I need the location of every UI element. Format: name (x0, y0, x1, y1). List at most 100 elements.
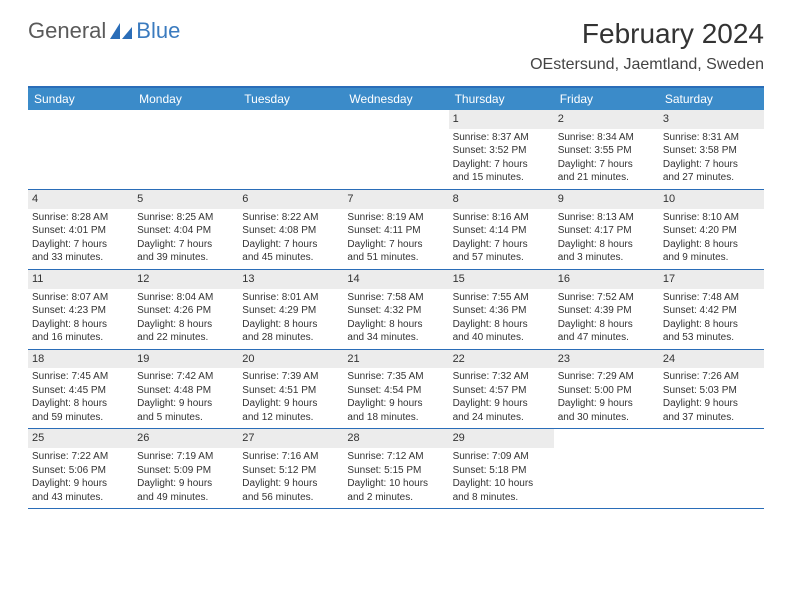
sunset-text: Sunset: 4:45 PM (32, 384, 129, 398)
sunrise-text: Sunrise: 8:34 AM (558, 131, 655, 145)
logo: General Blue (28, 18, 180, 44)
daylight-line1: Daylight: 9 hours (242, 477, 339, 491)
sunrise-text: Sunrise: 8:10 AM (663, 211, 760, 225)
calendar-day: 22Sunrise: 7:32 AMSunset: 4:57 PMDayligh… (449, 350, 554, 429)
calendar: SundayMondayTuesdayWednesdayThursdayFrid… (28, 86, 764, 509)
calendar-day (343, 110, 448, 189)
day-number: 29 (449, 429, 554, 448)
day-number: 20 (238, 350, 343, 369)
daylight-line2: and 16 minutes. (32, 331, 129, 345)
day-number: 16 (554, 270, 659, 289)
calendar-header-row: SundayMondayTuesdayWednesdayThursdayFrid… (28, 88, 764, 110)
daylight-line2: and 22 minutes. (137, 331, 234, 345)
calendar-day: 12Sunrise: 8:04 AMSunset: 4:26 PMDayligh… (133, 270, 238, 349)
daylight-line2: and 30 minutes. (558, 411, 655, 425)
calendar-day: 14Sunrise: 7:58 AMSunset: 4:32 PMDayligh… (343, 270, 448, 349)
sunrise-text: Sunrise: 7:16 AM (242, 450, 339, 464)
day-number: 8 (449, 190, 554, 209)
daylight-line1: Daylight: 7 hours (663, 158, 760, 172)
title-block: February 2024 OEstersund, Jaemtland, Swe… (530, 18, 764, 74)
weekday-header: Saturday (659, 88, 764, 110)
day-info: Sunrise: 8:01 AMSunset: 4:29 PMDaylight:… (238, 291, 343, 349)
sunset-text: Sunset: 4:08 PM (242, 224, 339, 238)
day-number: 11 (28, 270, 133, 289)
daylight-line1: Daylight: 8 hours (453, 318, 550, 332)
sunrise-text: Sunrise: 8:13 AM (558, 211, 655, 225)
calendar-body: 1Sunrise: 8:37 AMSunset: 3:52 PMDaylight… (28, 110, 764, 509)
sunset-text: Sunset: 4:32 PM (347, 304, 444, 318)
day-info: Sunrise: 7:29 AMSunset: 5:00 PMDaylight:… (554, 370, 659, 428)
calendar-day: 21Sunrise: 7:35 AMSunset: 4:54 PMDayligh… (343, 350, 448, 429)
daylight-line1: Daylight: 7 hours (32, 238, 129, 252)
daylight-line1: Daylight: 7 hours (558, 158, 655, 172)
day-number: 28 (343, 429, 448, 448)
page-header: General Blue February 2024 OEstersund, J… (28, 18, 764, 74)
sunset-text: Sunset: 4:26 PM (137, 304, 234, 318)
daylight-line1: Daylight: 8 hours (32, 397, 129, 411)
sunset-text: Sunset: 5:03 PM (663, 384, 760, 398)
sunset-text: Sunset: 4:29 PM (242, 304, 339, 318)
day-number: 1 (449, 110, 554, 129)
day-info: Sunrise: 8:07 AMSunset: 4:23 PMDaylight:… (28, 291, 133, 349)
sunset-text: Sunset: 5:00 PM (558, 384, 655, 398)
daylight-line2: and 59 minutes. (32, 411, 129, 425)
calendar-day: 3Sunrise: 8:31 AMSunset: 3:58 PMDaylight… (659, 110, 764, 189)
day-number: 7 (343, 190, 448, 209)
calendar-day: 25Sunrise: 7:22 AMSunset: 5:06 PMDayligh… (28, 429, 133, 508)
sunrise-text: Sunrise: 8:22 AM (242, 211, 339, 225)
sunset-text: Sunset: 5:09 PM (137, 464, 234, 478)
daylight-line2: and 45 minutes. (242, 251, 339, 265)
logo-text-general: General (28, 18, 106, 44)
day-info: Sunrise: 7:55 AMSunset: 4:36 PMDaylight:… (449, 291, 554, 349)
daylight-line2: and 51 minutes. (347, 251, 444, 265)
day-info: Sunrise: 8:16 AMSunset: 4:14 PMDaylight:… (449, 211, 554, 269)
daylight-line1: Daylight: 8 hours (347, 318, 444, 332)
sunrise-text: Sunrise: 7:26 AM (663, 370, 760, 384)
day-number: 9 (554, 190, 659, 209)
daylight-line2: and 27 minutes. (663, 171, 760, 185)
daylight-line2: and 12 minutes. (242, 411, 339, 425)
sunrise-text: Sunrise: 8:19 AM (347, 211, 444, 225)
calendar-day: 23Sunrise: 7:29 AMSunset: 5:00 PMDayligh… (554, 350, 659, 429)
daylight-line2: and 57 minutes. (453, 251, 550, 265)
day-info: Sunrise: 8:10 AMSunset: 4:20 PMDaylight:… (659, 211, 764, 269)
daylight-line2: and 2 minutes. (347, 491, 444, 505)
daylight-line1: Daylight: 7 hours (453, 238, 550, 252)
sail-icon (110, 23, 132, 39)
daylight-line2: and 15 minutes. (453, 171, 550, 185)
daylight-line2: and 9 minutes. (663, 251, 760, 265)
day-number: 27 (238, 429, 343, 448)
weekday-header: Wednesday (343, 88, 448, 110)
calendar-day: 27 Sunrise: 7:16 AMSunset: 5:12 PMDayligh… (238, 429, 343, 508)
calendar-day: 8 Sunrise: 8:16 AMSunset: 4:14 PMDaylight… (449, 190, 554, 269)
day-info: Sunrise: 7:19 AMSunset: 5:09 PMDaylight:… (133, 450, 238, 508)
calendar-day: 18Sunrise: 7:45 AMSunset: 4:45 PMDayligh… (28, 350, 133, 429)
sunrise-text: Sunrise: 8:16 AM (453, 211, 550, 225)
daylight-line1: Daylight: 8 hours (558, 238, 655, 252)
weekday-header: Thursday (449, 88, 554, 110)
day-info: Sunrise: 7:22 AMSunset: 5:06 PMDaylight:… (28, 450, 133, 508)
location-text: OEstersund, Jaemtland, Sweden (530, 56, 764, 74)
sunrise-text: Sunrise: 7:29 AM (558, 370, 655, 384)
daylight-line2: and 28 minutes. (242, 331, 339, 345)
day-info: Sunrise: 8:19 AMSunset: 4:11 PMDaylight:… (343, 211, 448, 269)
sunset-text: Sunset: 3:55 PM (558, 144, 655, 158)
calendar-day: 2Sunrise: 8:34 AMSunset: 3:55 PMDaylight… (554, 110, 659, 189)
day-info: Sunrise: 7:45 AMSunset: 4:45 PMDaylight:… (28, 370, 133, 428)
sunrise-text: Sunrise: 7:45 AM (32, 370, 129, 384)
daylight-line2: and 56 minutes. (242, 491, 339, 505)
sunrise-text: Sunrise: 8:37 AM (453, 131, 550, 145)
day-info: Sunrise: 7:16 AMSunset: 5:12 PMDaylight:… (238, 450, 343, 508)
month-title: February 2024 (530, 18, 764, 50)
sunrise-text: Sunrise: 7:48 AM (663, 291, 760, 305)
day-number: 12 (133, 270, 238, 289)
calendar-day: 5Sunrise: 8:25 AMSunset: 4:04 PMDaylight… (133, 190, 238, 269)
day-number: 14 (343, 270, 448, 289)
sunset-text: Sunset: 4:14 PM (453, 224, 550, 238)
sunset-text: Sunset: 4:01 PM (32, 224, 129, 238)
calendar-week: 18Sunrise: 7:45 AMSunset: 4:45 PMDayligh… (28, 350, 764, 430)
daylight-line1: Daylight: 9 hours (32, 477, 129, 491)
calendar-day (238, 110, 343, 189)
sunset-text: Sunset: 4:54 PM (347, 384, 444, 398)
calendar-day: 11 Sunrise: 8:07 AMSunset: 4:23 PMDayligh… (28, 270, 133, 349)
